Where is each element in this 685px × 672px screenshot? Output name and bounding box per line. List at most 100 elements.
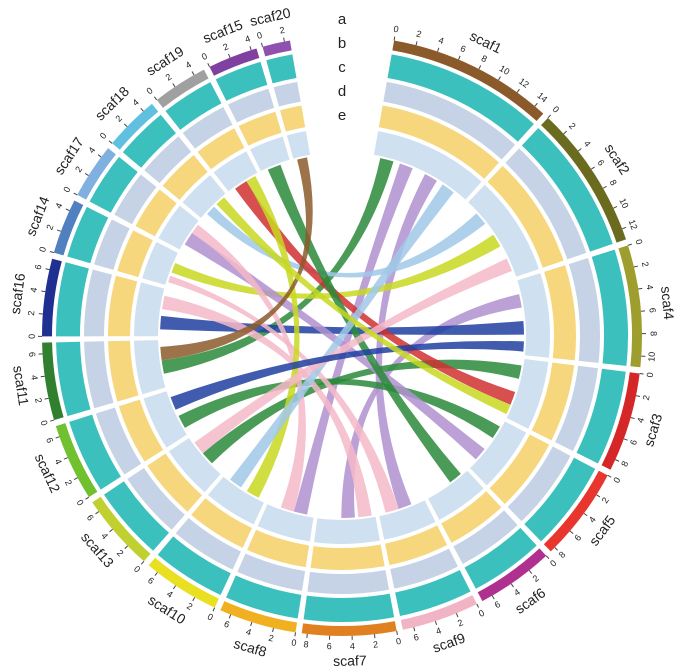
track-b-ring xyxy=(387,54,534,142)
tick-mark xyxy=(45,268,50,271)
track-label: d xyxy=(338,83,346,100)
tick-label: 4 xyxy=(130,97,140,108)
link xyxy=(162,295,372,518)
tick-label: 4 xyxy=(437,35,445,46)
tick-mark xyxy=(583,512,588,517)
link xyxy=(202,359,522,464)
track-d-ring xyxy=(107,275,138,337)
tick-mark xyxy=(607,474,612,478)
ideogram xyxy=(209,48,260,76)
tick-label: 10 xyxy=(646,351,657,362)
tick-label: 4 xyxy=(244,33,252,44)
tick-label: 6 xyxy=(493,599,502,610)
scaffold-label: scaf2 xyxy=(602,141,634,178)
tick-label: 2 xyxy=(113,113,124,124)
track-e-ring xyxy=(468,184,539,277)
tick-mark xyxy=(623,438,628,441)
track-c-ring xyxy=(568,258,600,363)
tick-label: 4 xyxy=(350,641,355,651)
track-d-ring xyxy=(280,105,306,132)
tick-mark xyxy=(294,632,296,637)
tick-label: 4 xyxy=(53,201,64,210)
tick-label: 12 xyxy=(627,218,640,231)
tick-mark xyxy=(95,511,100,515)
ideogram xyxy=(55,423,98,498)
scaffold-label: scaf11 xyxy=(10,364,32,406)
ideogram xyxy=(392,40,544,121)
track-d-ring xyxy=(378,105,500,179)
tick-label: 2 xyxy=(531,573,541,584)
tick-label: 6 xyxy=(413,632,420,643)
track-d-ring xyxy=(544,265,576,361)
tick-label: 0 xyxy=(645,372,656,378)
track-b-ring xyxy=(67,206,109,264)
track-d-ring xyxy=(118,399,164,462)
tick-mark xyxy=(633,265,638,268)
tick-mark xyxy=(613,206,618,209)
tick-mark xyxy=(516,88,520,93)
tick-mark xyxy=(554,547,558,551)
track-d-ring xyxy=(310,544,385,570)
tick-label: 0 xyxy=(256,30,263,41)
tick-label: 6 xyxy=(27,352,37,358)
track-e-ring xyxy=(517,273,550,358)
track-d-ring xyxy=(247,529,310,568)
tick-mark xyxy=(192,597,196,602)
tick-label: 2 xyxy=(164,72,174,83)
track-c-ring xyxy=(507,446,571,522)
tick-label: 0 xyxy=(551,104,562,115)
track-label: b xyxy=(338,35,346,52)
tick-label: 8 xyxy=(619,460,630,469)
tick-mark xyxy=(154,572,158,576)
track-d-ring xyxy=(197,128,245,170)
tick-label: 4 xyxy=(29,374,40,380)
tick-label: 4 xyxy=(512,587,522,598)
tick-label: 4 xyxy=(635,417,646,425)
tick-label: 2 xyxy=(33,397,44,404)
scaffold-label: scaf13 xyxy=(78,529,117,571)
track-e-ring xyxy=(314,516,380,545)
ideogram xyxy=(301,621,397,636)
track-d-ring xyxy=(162,154,208,200)
tick-mark xyxy=(635,395,641,397)
track-b-ring xyxy=(215,61,268,101)
tick-mark xyxy=(123,123,128,128)
tick-mark xyxy=(478,65,482,70)
tick-mark xyxy=(261,42,264,47)
track-e-ring xyxy=(142,242,178,285)
track-c-ring xyxy=(307,570,390,594)
link xyxy=(216,197,511,415)
track-d-ring xyxy=(441,491,502,543)
track-e-ring xyxy=(506,359,549,429)
link xyxy=(178,378,500,439)
track-e-ring xyxy=(143,391,187,448)
tick-label: 4 xyxy=(245,627,253,638)
ideogram xyxy=(262,40,292,57)
tick-mark xyxy=(49,251,54,254)
track-b-ring xyxy=(157,536,231,595)
tick-label: 2 xyxy=(640,261,651,268)
ideogram xyxy=(148,557,219,608)
track-b-ring xyxy=(69,414,121,490)
track-e-ring xyxy=(250,136,290,171)
tick-label: 6 xyxy=(223,619,231,630)
tick-label: 2 xyxy=(567,121,578,131)
link xyxy=(230,184,454,488)
tick-label: 4 xyxy=(165,589,175,600)
track-b-ring xyxy=(521,128,613,252)
tick-label: 0 xyxy=(39,419,50,427)
tick-label: 8 xyxy=(557,549,568,560)
tick-mark xyxy=(40,375,45,378)
track-b-ring xyxy=(395,570,471,617)
tick-mark xyxy=(396,630,398,635)
tick-mark xyxy=(491,595,495,600)
link xyxy=(194,258,512,454)
tick-label: 2 xyxy=(456,617,464,628)
tick-mark xyxy=(283,37,285,42)
tick-mark xyxy=(250,621,253,627)
tick-mark xyxy=(615,459,620,462)
ideogram xyxy=(42,258,62,337)
scaffold-label: scaf20 xyxy=(248,4,292,29)
tick-mark xyxy=(577,148,582,152)
tick-label: 0 xyxy=(200,51,209,62)
